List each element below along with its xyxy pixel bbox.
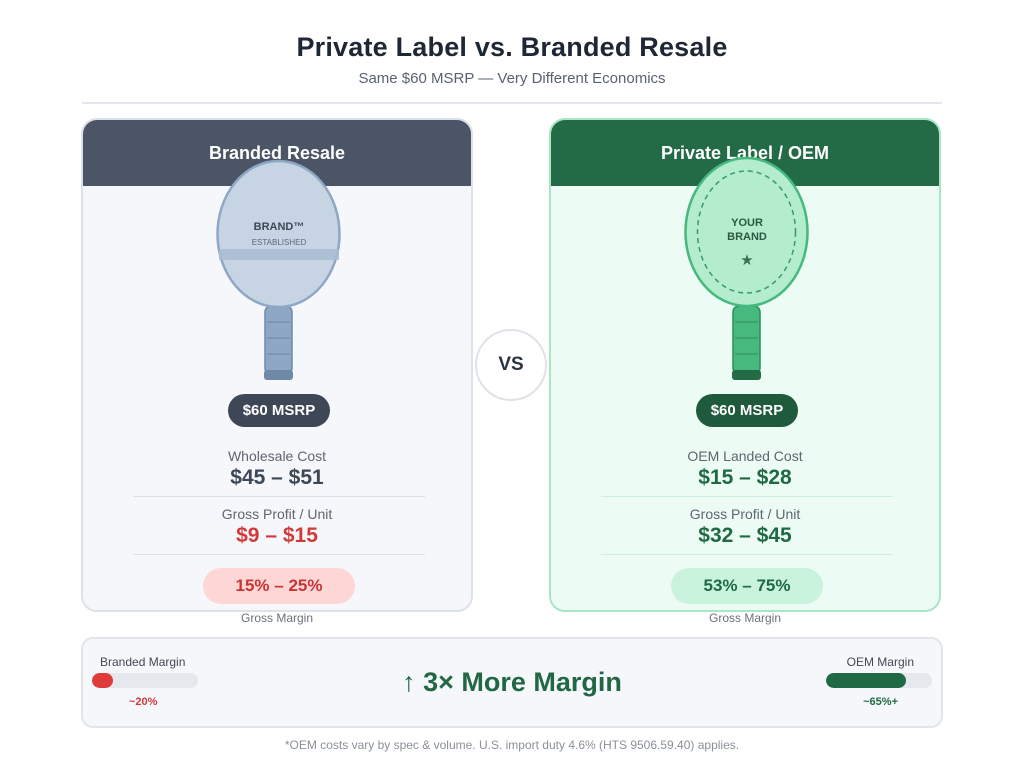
oem-divider-2: [601, 554, 893, 555]
branded-racket-icon: [216, 159, 341, 380]
oem-msrp-badge: $60 MSRP: [696, 394, 798, 427]
oem-racket-text-line1: YOUR: [731, 217, 763, 229]
oem-racket-text-line2: BRAND: [727, 231, 767, 243]
branded-cost-label: Wholesale Cost: [227, 448, 327, 464]
oem-racket-icon: [684, 156, 809, 380]
oem-cost-value: $15 – $28: [698, 466, 792, 489]
branded-profit-value: $9 – $15: [236, 524, 318, 547]
oem-divider-1: [601, 496, 893, 497]
branded-margin-badge: 15% – 25%: [203, 568, 355, 604]
header-divider: [82, 102, 942, 104]
branded-margin-label: Branded Margin: [100, 655, 186, 669]
oem-profit-label: Gross Profit / Unit: [689, 506, 801, 522]
page-subtitle: Same $60 MSRP — Very Different Economics: [358, 70, 666, 87]
page-title: Private Label vs. Branded Resale: [296, 32, 728, 62]
branded-profit-label: Gross Profit / Unit: [221, 506, 333, 522]
oem-profit-value: $32 – $45: [698, 524, 792, 547]
vs-badge: VS: [475, 329, 547, 401]
branded-margin-caption: Gross Margin: [240, 611, 314, 625]
oem-cost-label: OEM Landed Cost: [687, 448, 803, 464]
branded-racket-tagline: ESTABLISHED: [251, 238, 307, 247]
margin-headline: ↑ 3× More Margin: [402, 667, 622, 697]
private-label-card: Private Label / OEM YOUR BRAND ★ $60 MSR…: [549, 118, 941, 612]
branded-margin-bar-fill: [92, 673, 114, 688]
oem-margin-value: ~65%+: [863, 696, 898, 708]
oem-margin-badge: 53% – 75%: [671, 568, 823, 604]
branded-divider-2: [133, 554, 425, 555]
oem-margin-bar-fill: [826, 673, 906, 688]
branded-margin-value: ~20%: [129, 696, 158, 708]
branded-cost-value: $45 – $51: [230, 466, 324, 489]
branded-resale-card: Branded Resale BRAND™ ESTABLISHED $60 MS…: [81, 118, 473, 612]
oem-margin-caption: Gross Margin: [708, 611, 782, 625]
oem-margin-label: OEM Margin: [846, 655, 914, 669]
branded-margin-bar: [92, 673, 198, 688]
margin-comparison-panel: Branded Margin ~20% ↑ 3× More Margin OEM…: [81, 637, 943, 728]
oem-margin-bar: [826, 673, 932, 688]
branded-msrp-badge: $60 MSRP: [228, 394, 330, 427]
star-icon: ★: [740, 252, 754, 269]
branded-racket-brand: BRAND™: [253, 221, 305, 233]
branded-divider-1: [133, 496, 425, 497]
footnote: *OEM costs vary by spec & volume. U.S. i…: [284, 738, 740, 752]
